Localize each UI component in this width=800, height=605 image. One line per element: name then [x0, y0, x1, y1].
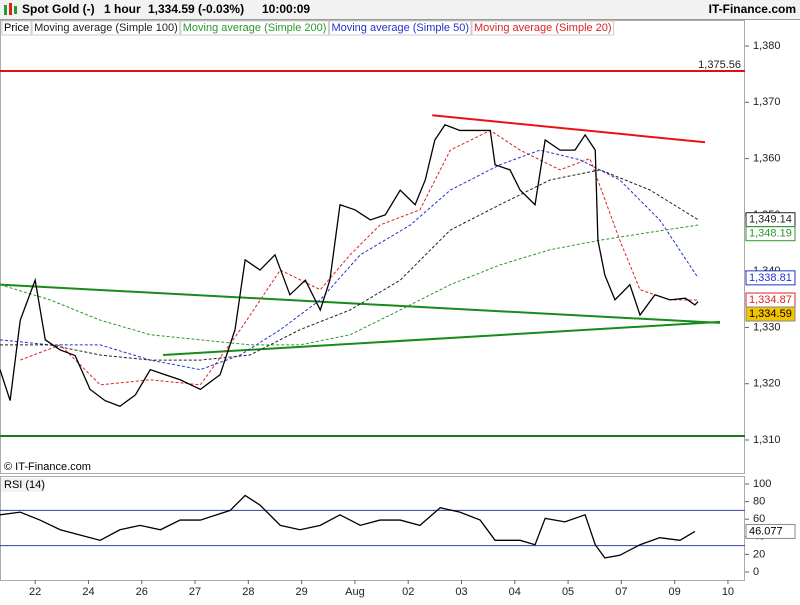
rsi-panel — [0, 476, 745, 581]
legend: Price Moving average (Simple 100) Moving a… — [1, 20, 615, 36]
x-tick-label: 10 — [722, 586, 734, 598]
x-tick-label: 05 — [562, 586, 574, 598]
x-tick-label: 03 — [455, 586, 467, 598]
x-tick-label: 24 — [82, 586, 94, 598]
series-line — [0, 224, 699, 346]
series-line — [0, 149, 699, 371]
legend-entry: Price — [4, 22, 29, 34]
series-line — [0, 169, 699, 361]
price-panel — [0, 20, 745, 474]
interval: 1 hour — [104, 2, 141, 16]
line-label: 1,375.56 — [698, 59, 741, 71]
y-tick-label: 1,310 — [753, 434, 781, 446]
legend-box — [471, 20, 615, 36]
value-tag — [745, 523, 796, 539]
icon — [4, 5, 7, 15]
x-tick-label: 04 — [509, 586, 521, 598]
header-bar — [0, 0, 800, 19]
trendline — [0, 283, 721, 324]
x-tick-label: 22 — [29, 586, 41, 598]
series-line — [0, 124, 699, 407]
source: © IT-Finance.com — [4, 461, 91, 473]
x-tick-label: 07 — [615, 586, 627, 598]
y-tick-label: 1,360 — [753, 152, 781, 164]
legend-entry: Moving average (Simple 100) — [34, 22, 178, 34]
value-tag — [745, 226, 796, 242]
instrument: Spot Gold (-) — [22, 2, 95, 16]
y-tick-label: 1,370 — [753, 96, 781, 108]
x-tick-label: 02 — [402, 586, 414, 598]
y-tick-label: 0 — [753, 566, 759, 578]
x-tick-label: 27 — [189, 586, 201, 598]
legend-box — [31, 20, 181, 36]
legend-box — [328, 20, 472, 36]
value-tag-label: 1,334.59 — [749, 308, 792, 320]
legend-entry: Moving average (Simple 50) — [331, 22, 469, 34]
y-tick-label: 80 — [753, 496, 765, 508]
panel-title-bg — [1, 478, 45, 492]
brand: IT-Finance.com — [709, 2, 796, 16]
time: 10:00:09 — [262, 2, 310, 16]
y-tick-label: 20 — [753, 548, 765, 560]
series-line — [0, 494, 696, 559]
y-tick-label: 1,380 — [753, 40, 781, 52]
value-tag-label: 46.077 — [749, 525, 783, 537]
trendline — [163, 320, 721, 357]
value-tag — [745, 306, 796, 322]
x-tick-label: 26 — [136, 586, 148, 598]
y-tick-label: 1,330 — [753, 321, 781, 333]
y-tick-label: 1,320 — [753, 378, 781, 390]
legend-entry: Moving average (Simple 20) — [474, 22, 612, 34]
y-tick-label: 100 — [753, 478, 771, 490]
value-tag — [745, 270, 796, 286]
value-tag-label: 1,348.19 — [749, 228, 792, 240]
icon — [14, 6, 17, 14]
series-line — [20, 129, 699, 386]
y-tick-label: 60 — [753, 513, 765, 525]
x-tick-label: 09 — [669, 586, 681, 598]
legend-box — [1, 20, 32, 36]
quote: 1,334.59 (-0.03%) — [148, 2, 244, 16]
value-tag-label: 1,349.14 — [749, 214, 792, 226]
panel-title: RSI (14) — [4, 479, 45, 491]
x-tick-label: Aug — [345, 586, 365, 598]
x-tick-label: 29 — [295, 586, 307, 598]
value-tag-label: 1,338.81 — [749, 272, 792, 284]
legend-box — [180, 20, 329, 36]
x-tick-label: 28 — [242, 586, 254, 598]
legend-entry: Moving average (Simple 200) — [183, 22, 327, 34]
icon — [9, 3, 12, 15]
trendline — [432, 114, 706, 144]
value-tag-label: 1,334.87 — [749, 294, 792, 306]
